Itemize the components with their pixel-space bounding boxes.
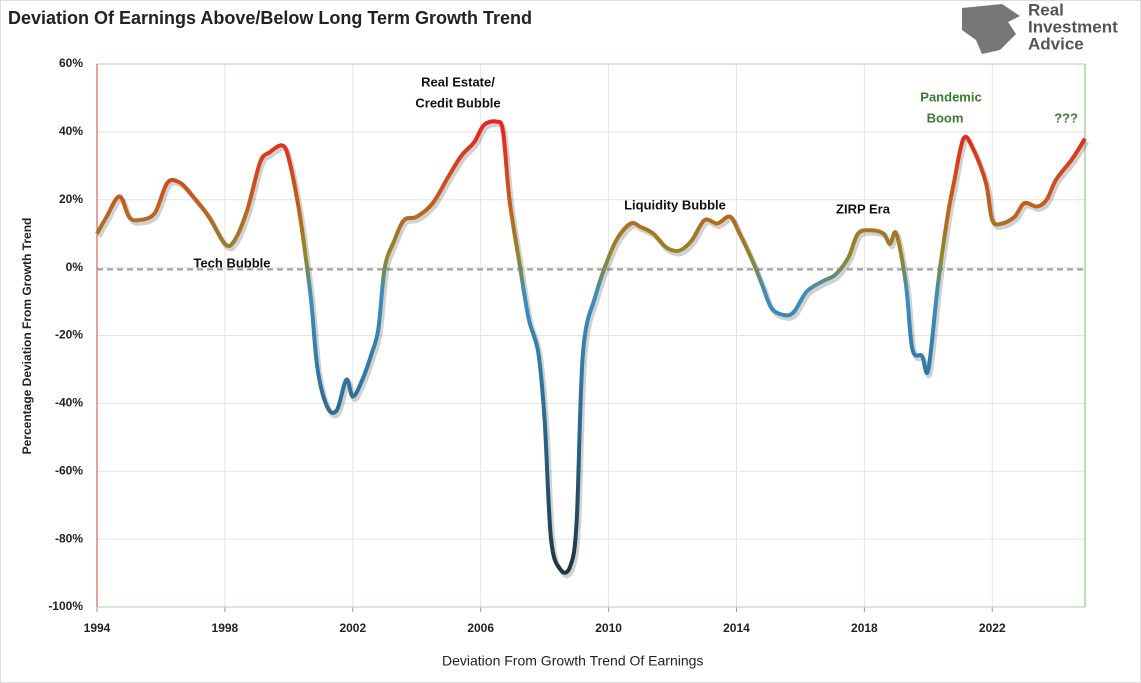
- annotation: Boom: [927, 110, 964, 125]
- x-tick-label: 2002: [339, 621, 366, 635]
- annotation: Pandemic: [920, 89, 981, 104]
- x-tick-label: 2014: [723, 621, 750, 635]
- y-tick-label: -100%: [48, 599, 83, 613]
- x-tick-label: 2018: [851, 621, 878, 635]
- data-line: [95, 119, 1087, 575]
- y-tick-label: -40%: [55, 396, 83, 410]
- chart-title: Deviation Of Earnings Above/Below Long T…: [8, 8, 532, 28]
- logo-text: Real: [1028, 0, 1064, 19]
- logo-text: Investment: [1028, 17, 1118, 36]
- x-tick-label: 2010: [595, 621, 622, 635]
- y-tick-label: -60%: [55, 463, 83, 477]
- y-tick-label: -20%: [55, 328, 83, 342]
- y-tick-label: 60%: [59, 56, 83, 70]
- logo: Real Investment Advice: [962, 0, 1118, 54]
- logo-text: Advice: [1028, 34, 1084, 53]
- annotation: Liquidity Bubble: [624, 197, 726, 212]
- x-tick-label: 2006: [467, 621, 494, 635]
- annotation: Tech Bubble: [193, 255, 270, 270]
- annotation: Real Estate/: [421, 74, 495, 89]
- y-tick-label: 0%: [66, 260, 84, 274]
- y-tick-label: -80%: [55, 531, 83, 545]
- logo-icon: [962, 4, 1020, 54]
- y-tick-label: 40%: [59, 124, 83, 138]
- annotation: ???: [1054, 110, 1078, 125]
- x-tick-label: 2022: [979, 621, 1006, 635]
- legend-label: Deviation From Growth Trend Of Earnings: [442, 653, 703, 669]
- y-axis-label: Percentage Deviation From Growth Trend: [20, 218, 34, 455]
- annotation: ZIRP Era: [836, 201, 891, 216]
- x-tick-label: 1994: [84, 621, 111, 635]
- annotation: Credit Bubble: [415, 95, 500, 110]
- y-tick-label: 20%: [59, 192, 83, 206]
- x-tick-label: 1998: [212, 621, 239, 635]
